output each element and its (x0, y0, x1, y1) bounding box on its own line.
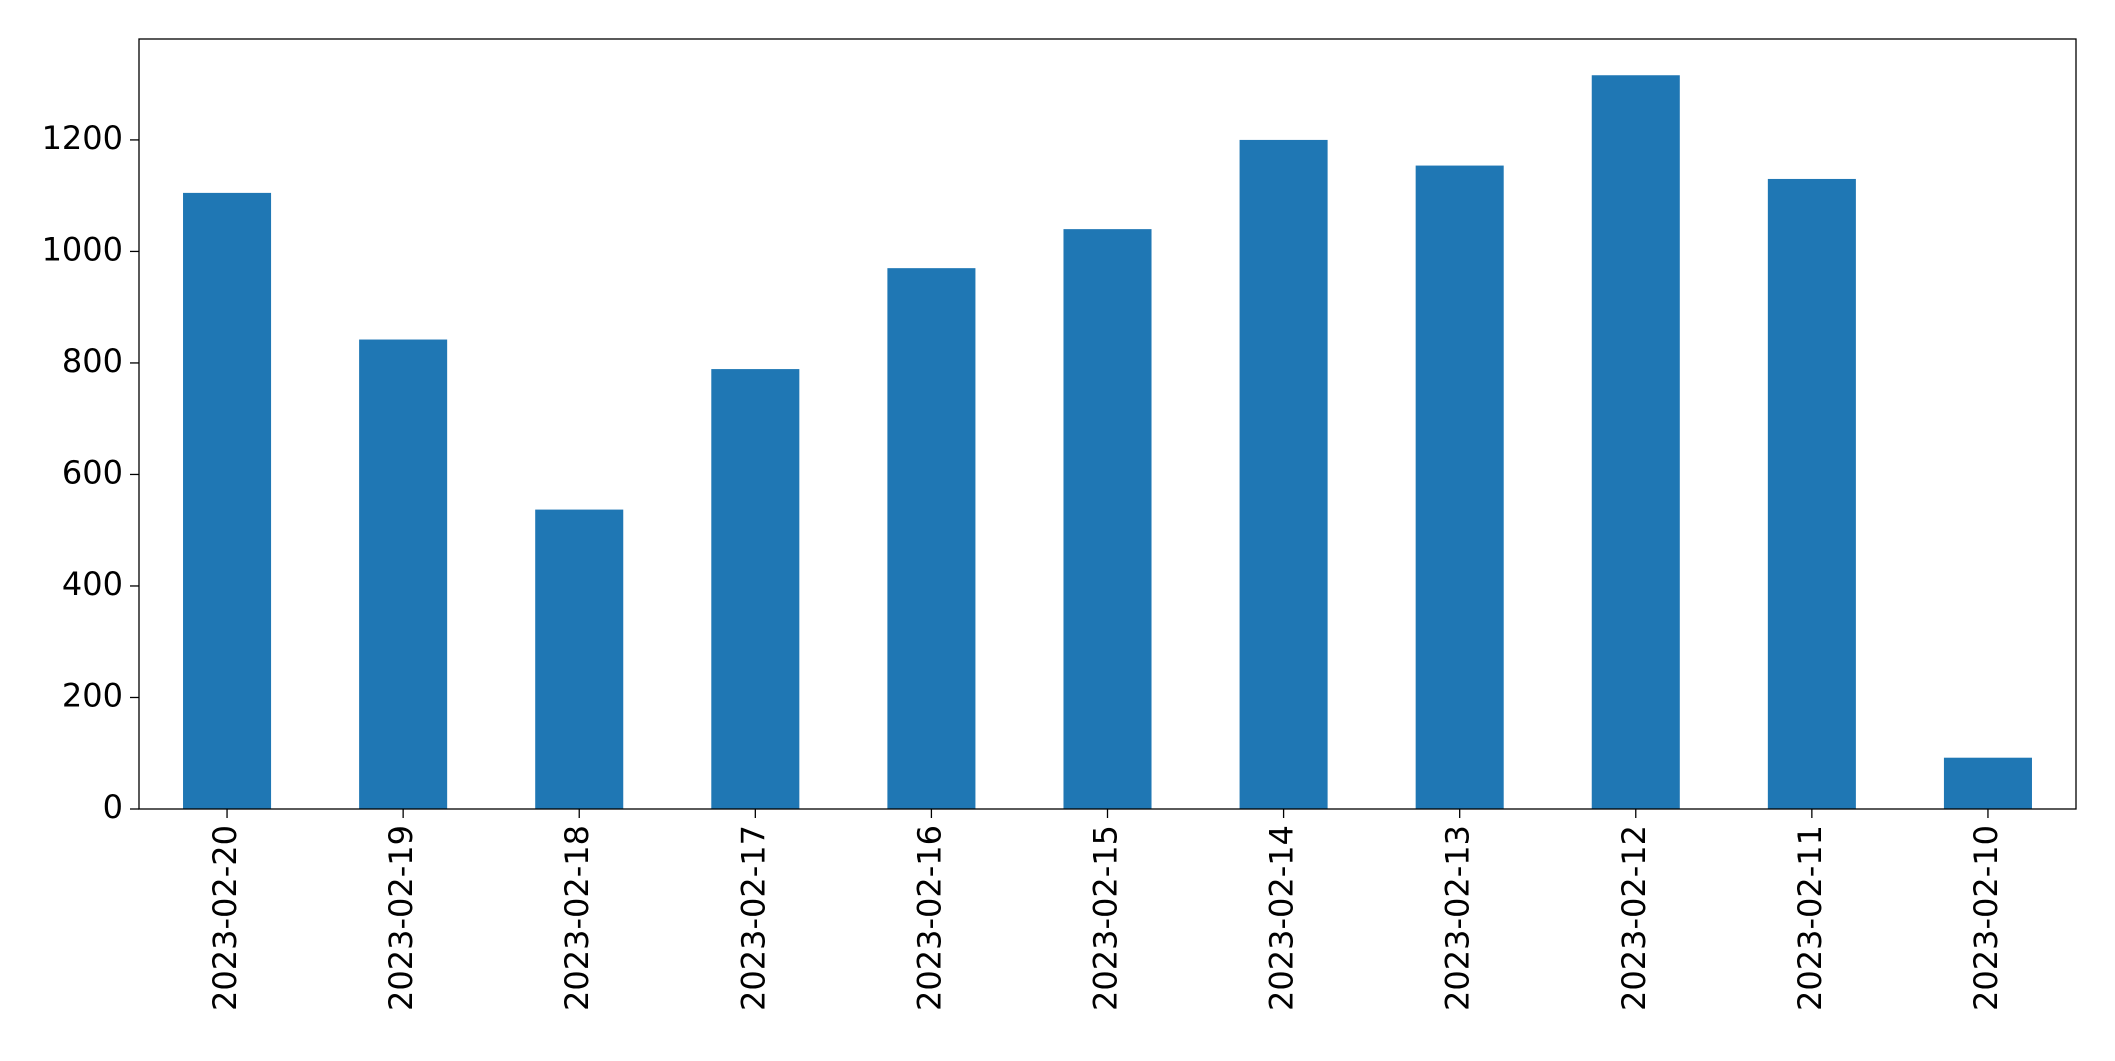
x-tick-label: 2023-02-15 (1087, 825, 1125, 1011)
y-tick-label: 1200 (42, 119, 123, 157)
x-tick-label: 2023-02-12 (1615, 825, 1653, 1011)
bar (1063, 229, 1152, 809)
y-tick-label: 400 (62, 565, 123, 603)
y-tick-label: 800 (62, 342, 123, 380)
bar (887, 268, 976, 809)
x-tick-label: 2023-02-18 (558, 825, 596, 1011)
x-tick-label: 2023-02-19 (382, 825, 420, 1011)
bar (183, 192, 272, 809)
x-tick-label: 2023-02-20 (206, 825, 244, 1011)
bar (359, 339, 448, 809)
bar (1591, 75, 1680, 810)
bar (1239, 139, 1328, 809)
bar (1767, 178, 1856, 809)
bar (535, 509, 624, 809)
x-tick-label: 2023-02-17 (734, 825, 772, 1011)
x-tick-label: 2023-02-16 (910, 825, 948, 1011)
y-tick-label: 200 (62, 676, 123, 714)
x-tick-label: 2023-02-10 (1967, 825, 2005, 1011)
plot-frame (138, 38, 2077, 810)
x-tick-label: 2023-02-14 (1263, 825, 1301, 1011)
y-tick-label: 1000 (42, 230, 123, 268)
x-tick-label: 2023-02-11 (1791, 825, 1829, 1011)
y-tick-label: 600 (62, 453, 123, 491)
y-tick-label: 0 (103, 788, 123, 826)
bar (711, 369, 800, 809)
x-tick-label: 2023-02-13 (1439, 825, 1477, 1011)
bar (1415, 165, 1504, 810)
bar (1943, 757, 2032, 809)
